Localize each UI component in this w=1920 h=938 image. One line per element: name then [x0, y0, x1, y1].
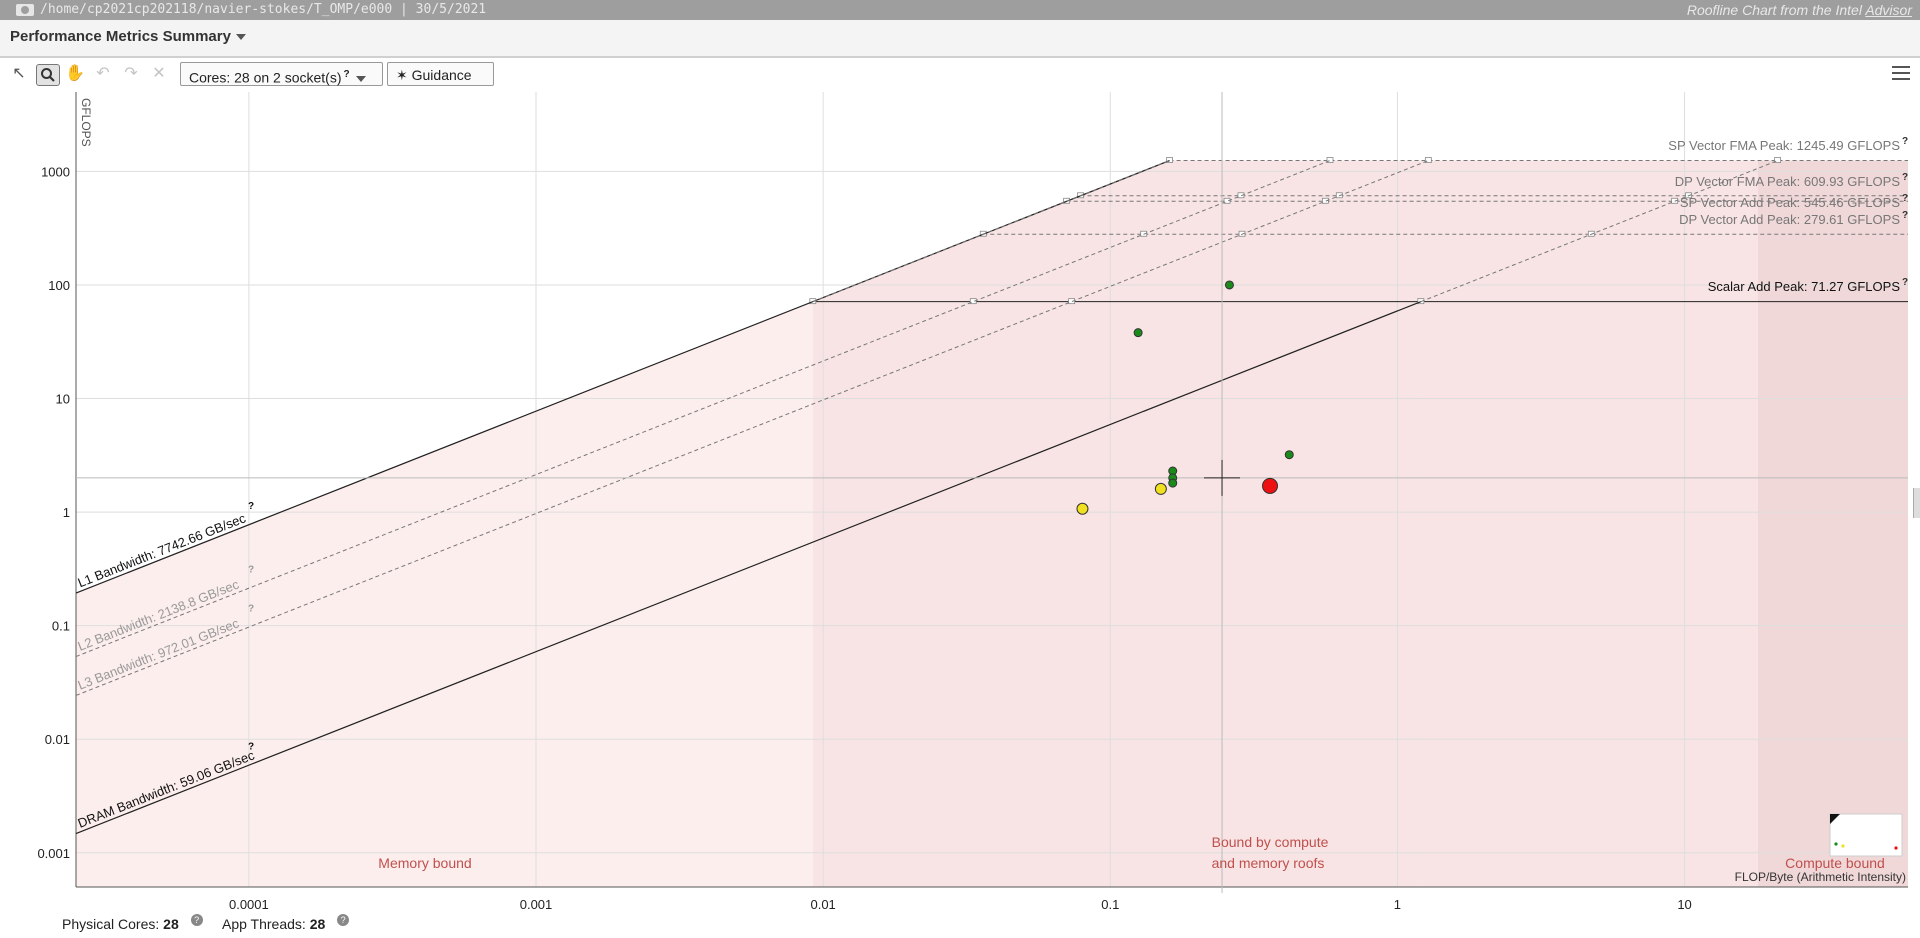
chevron-down-icon [235, 34, 246, 41]
minimap-point [1894, 846, 1898, 850]
summary-dropdown[interactable]: Performance Metrics Summary [10, 28, 246, 45]
help-icon[interactable]: ? [343, 69, 350, 80]
help-icon: ? [1902, 193, 1908, 204]
physical-cores: Physical Cores: 28 ? [62, 914, 203, 932]
bandwidth-roof-line [75, 159, 1170, 594]
data-point [1076, 502, 1089, 515]
mixed-bound-label-1: Bound by compute [1212, 834, 1329, 850]
minimap [1829, 813, 1903, 857]
footer: Physical Cores: 28 ? App Threads: 28 ? [0, 914, 1920, 938]
help-icon: ? [248, 742, 254, 753]
help-icon[interactable]: ? [190, 914, 203, 926]
roof-intersection-marker [1223, 197, 1231, 204]
roof-intersection-marker [1166, 157, 1173, 163]
guidance-label: Guidance [411, 67, 472, 83]
minimap-point [1834, 842, 1838, 846]
credit-text: Roofline Chart from the Intel [1686, 2, 1862, 18]
roof-intersection-marker [1326, 157, 1334, 163]
header-bar: Performance Metrics Summary [0, 20, 1920, 58]
zoom-icon[interactable] [36, 64, 60, 86]
toolbar: ↖ ✋ ↶ ↷ ✕ Cores: 28 on 2 socket(s)? ✶ Gu… [0, 58, 1920, 104]
title-bar: /home/cp2021cp202118/navier-stokes/T_OMP… [0, 0, 1920, 20]
camera-icon[interactable] [16, 4, 34, 16]
chevron-down-icon [355, 75, 366, 82]
y-tick-label: 0.001 [37, 846, 70, 861]
minimap-point [1841, 844, 1845, 848]
x-axis-label: FLOP/Byte (Arithmetic Intensity) [1735, 870, 1906, 884]
x-tick-label: 0.0001 [229, 897, 269, 912]
compute-roof-label: SP Vector Add Peak: 545.46 GFLOPS [1680, 195, 1901, 210]
pointer-icon[interactable]: ↖ [12, 65, 26, 82]
compute-band [1758, 92, 1908, 887]
app-threads-value: 28 [309, 916, 326, 932]
window-path: /home/cp2021cp202118/navier-stokes/T_OMP… [40, 2, 487, 17]
roof-intersection-marker [1424, 157, 1432, 163]
pan-icon[interactable]: ✋ [65, 65, 85, 82]
redo-icon[interactable]: ↷ [124, 65, 138, 82]
x-tick-label: 0.001 [520, 897, 553, 912]
minimap-corner [1830, 814, 1840, 824]
undo-icon[interactable]: ↶ [96, 65, 110, 82]
cores-dropdown[interactable]: Cores: 28 on 2 socket(s)? [180, 62, 383, 86]
roof-intersection-marker [969, 298, 977, 305]
close-icon[interactable]: ✕ [152, 65, 166, 82]
compute-roof-label: DP Vector FMA Peak: 609.93 GFLOPS [1675, 174, 1901, 189]
y-axis-label: GFLOPS [79, 98, 93, 147]
physical-cores-value: 28 [163, 916, 179, 932]
y-tick-label: 10 [56, 392, 70, 407]
roofline-chart[interactable]: 0.0001 0.001 0.01 0.1 1 10 0.001 0.01 0.1 1 10 100 1… [0, 90, 1920, 914]
y-tick-label: 0.01 [45, 732, 70, 747]
guidance-dropdown[interactable]: ✶ Guidance [387, 62, 494, 104]
window-credit: Roofline Chart from the Intel Advisor [1687, 0, 1912, 20]
help-icon: ? [1902, 136, 1908, 147]
help-icon: ? [1902, 277, 1908, 288]
resize-handle[interactable] [1913, 488, 1920, 518]
compute-roof-label: SP Vector FMA Peak: 1245.49 GFLOPS [1668, 138, 1900, 153]
cores-value: 28 on 2 socket(s) [234, 69, 342, 86]
x-tick-label: 1 [1394, 897, 1401, 912]
y-tick-label: 0.1 [52, 619, 70, 634]
bandwidth-roof-line [75, 160, 1331, 658]
bandwidth-roof-line [75, 301, 1422, 835]
help-icon: ? [1902, 172, 1908, 183]
data-point [1262, 477, 1279, 494]
x-tick-label: 0.1 [1101, 897, 1119, 912]
roof-intersection-marker [1774, 157, 1782, 163]
roof-intersection-marker [1321, 197, 1329, 204]
help-icon: ? [248, 603, 254, 614]
roof-intersection-marker [1237, 192, 1245, 199]
help-icon: ? [248, 565, 254, 576]
compute-bound-label: Compute bound [1785, 855, 1885, 871]
compute-roof-label: Scalar Add Peak: 71.27 GFLOPS [1708, 279, 1901, 294]
y-tick-label: 100 [48, 278, 70, 293]
compute-roof-label: DP Vector Add Peak: 279.61 GFLOPS [1679, 212, 1900, 227]
help-icon: ? [1902, 210, 1908, 221]
app-threads: App Threads: 28 ? [222, 914, 350, 932]
wand-icon: ✶ [396, 67, 408, 83]
x-tick-label: 0.01 [810, 897, 835, 912]
x-tick-label: 10 [1677, 897, 1691, 912]
memory-bound-label: Memory bound [378, 855, 471, 871]
bandwidth-roof-line [75, 160, 1429, 696]
roof-intersection-marker [1068, 298, 1075, 305]
advisor-link[interactable]: Advisor [1865, 2, 1912, 18]
bandwidth-roof-extension [812, 160, 1170, 303]
mixed-bound-label-2: and memory roofs [1212, 855, 1325, 871]
above-roof-area [76, 92, 1908, 594]
data-point [1133, 328, 1143, 338]
y-tick-label: 1 [63, 505, 70, 520]
data-point [1168, 478, 1178, 488]
y-tick-label: 1000 [41, 164, 70, 179]
data-point [1224, 280, 1234, 290]
hamburger-icon[interactable] [1892, 66, 1910, 80]
data-point [1284, 450, 1294, 460]
physical-cores-label: Physical Cores: [62, 916, 160, 932]
data-point [1154, 482, 1167, 495]
help-icon: ? [248, 501, 254, 512]
cores-label: Cores: [189, 69, 231, 86]
bandwidth-roof-extension [1420, 160, 1778, 303]
page-title: Performance Metrics Summary [10, 28, 231, 45]
app-threads-label: App Threads: [222, 916, 306, 932]
help-icon[interactable]: ? [337, 914, 350, 926]
